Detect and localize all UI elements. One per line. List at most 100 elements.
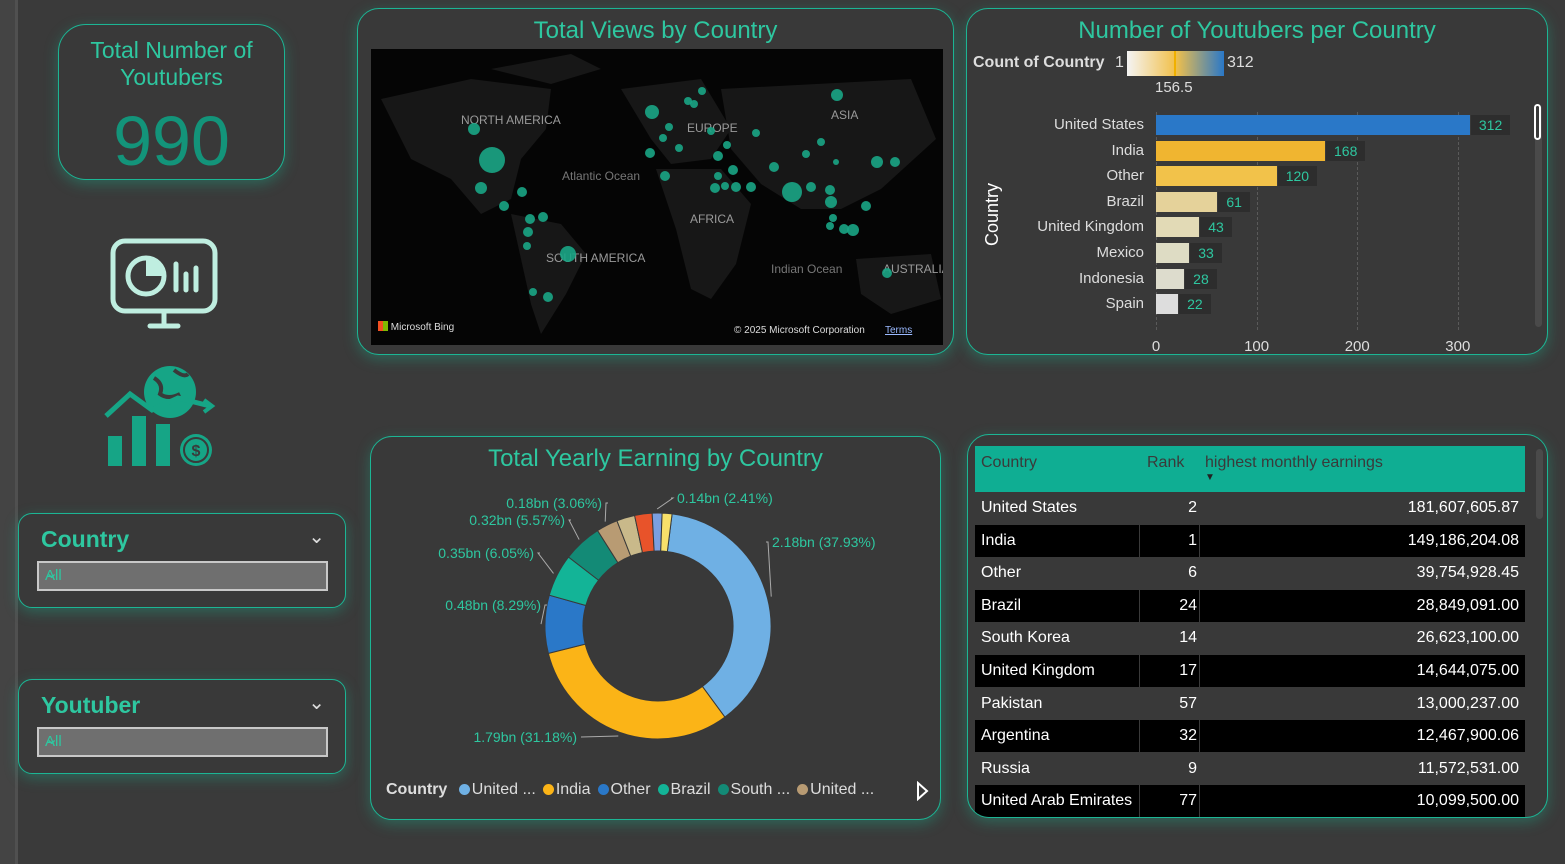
bar-scroll-track[interactable] bbox=[1535, 105, 1542, 327]
map-bubble[interactable] bbox=[517, 187, 527, 197]
map-bubble[interactable] bbox=[523, 242, 531, 250]
table-row[interactable]: Pakistan 57 13,000,237.00 bbox=[975, 688, 1525, 720]
map-terms-link[interactable]: Terms bbox=[885, 325, 913, 336]
bar[interactable] bbox=[1156, 140, 1326, 161]
map-bubble[interactable] bbox=[645, 148, 655, 158]
map-bubble[interactable] bbox=[831, 89, 843, 101]
legend-item[interactable]: Other bbox=[591, 781, 651, 798]
legend-item[interactable]: United ... bbox=[790, 781, 874, 798]
map-bubble[interactable] bbox=[698, 87, 706, 95]
country-slicer[interactable]: Country ⌄ All ⌄ bbox=[18, 513, 346, 608]
table-row[interactable]: South Korea 14 26,623,100.00 bbox=[975, 622, 1525, 654]
donut-slice[interactable] bbox=[660, 512, 673, 553]
sort-desc-icon[interactable]: ▼ bbox=[1205, 472, 1215, 483]
bar[interactable] bbox=[1156, 294, 1179, 315]
map-bubble[interactable] bbox=[707, 127, 715, 135]
map-bubble[interactable] bbox=[882, 268, 892, 278]
map-bubble[interactable] bbox=[721, 182, 729, 190]
map-bubble[interactable] bbox=[829, 214, 837, 222]
map-bubble[interactable] bbox=[523, 227, 533, 237]
table-scroll-thumb[interactable] bbox=[1536, 449, 1543, 519]
map-bubble[interactable] bbox=[499, 201, 509, 211]
bar[interactable] bbox=[1156, 166, 1277, 187]
bar-scroll-thumb[interactable] bbox=[1534, 104, 1541, 140]
map-bubble[interactable] bbox=[817, 138, 825, 146]
map-bubble[interactable] bbox=[890, 157, 900, 167]
map-bubble[interactable] bbox=[802, 150, 810, 158]
map-bubble[interactable] bbox=[710, 183, 720, 193]
map-bubble[interactable] bbox=[479, 147, 505, 173]
col-earnings-header[interactable]: highest monthly earnings bbox=[1205, 454, 1383, 471]
map-bubble[interactable] bbox=[475, 182, 487, 194]
map-bubble[interactable] bbox=[825, 196, 837, 208]
bar[interactable] bbox=[1156, 243, 1190, 263]
bar-chart-card: Number of Youtubers per Country Count of… bbox=[966, 8, 1548, 355]
col-country-header[interactable]: Country bbox=[981, 454, 1038, 471]
map-bubble[interactable] bbox=[665, 123, 673, 131]
map-bubble[interactable] bbox=[659, 134, 667, 142]
map-bubble[interactable] bbox=[752, 129, 760, 137]
map-bubble[interactable] bbox=[645, 105, 659, 119]
donut-chart[interactable]: 2.18bn (37.93%) 1.79bn (31.18%) 0.48bn (8.… bbox=[371, 437, 942, 777]
bar-data-label: 61 bbox=[1218, 191, 1250, 212]
chevron-down-icon[interactable]: ⌄ bbox=[45, 731, 59, 748]
map-bubble[interactable] bbox=[769, 162, 779, 172]
map-bubble[interactable] bbox=[731, 182, 741, 192]
legend-item[interactable]: Brazil bbox=[651, 781, 711, 798]
bar[interactable] bbox=[1156, 115, 1470, 135]
map-bubble[interactable] bbox=[825, 185, 835, 195]
youtuber-slicer[interactable]: Youtuber ⌄ All ⌄ bbox=[18, 679, 346, 774]
map-copyright: © 2025 Microsoft Corporation bbox=[734, 325, 865, 336]
map-bubble[interactable] bbox=[806, 182, 816, 192]
world-map[interactable]: NORTH AMERICA EUROPE ASIA Atlantic Ocean… bbox=[371, 49, 943, 345]
map-bubble[interactable] bbox=[543, 292, 553, 302]
map-bubble[interactable] bbox=[660, 171, 670, 181]
table-row[interactable]: Russia 9 11,572,531.00 bbox=[975, 753, 1525, 785]
map-bubble[interactable] bbox=[728, 165, 738, 175]
map-bubble[interactable] bbox=[468, 123, 480, 135]
legend-next-icon[interactable] bbox=[915, 781, 929, 801]
chevron-down-icon[interactable]: ⌄ bbox=[308, 692, 325, 714]
map-bubble[interactable] bbox=[847, 224, 859, 236]
map-bubble[interactable] bbox=[560, 246, 576, 262]
map-bubble[interactable] bbox=[871, 156, 883, 168]
table-row[interactable]: India 1 149,186,204.08 bbox=[975, 524, 1525, 557]
map-bubble[interactable] bbox=[839, 224, 849, 234]
map-bubble[interactable] bbox=[861, 201, 871, 211]
map-bubble[interactable] bbox=[525, 214, 535, 224]
country-dropdown[interactable]: All ⌄ bbox=[37, 561, 328, 591]
chevron-down-icon[interactable]: ⌄ bbox=[308, 526, 325, 548]
map-bubble[interactable] bbox=[833, 159, 839, 165]
map-bubble[interactable] bbox=[538, 212, 548, 222]
dashboard-monitor-icon bbox=[110, 238, 218, 329]
col-rank-header[interactable]: Rank bbox=[1147, 454, 1185, 471]
bar[interactable] bbox=[1156, 191, 1218, 212]
youtuber-dropdown[interactable]: All ⌄ bbox=[37, 727, 328, 757]
table-row[interactable]: United States 2 181,607,605.87 bbox=[975, 492, 1525, 524]
legend-item[interactable]: United ... bbox=[452, 781, 536, 798]
bar[interactable] bbox=[1156, 268, 1185, 289]
donut-slice[interactable] bbox=[547, 643, 726, 740]
legend-swatch bbox=[797, 784, 809, 795]
map-bubble[interactable] bbox=[713, 151, 723, 161]
donut-slice[interactable] bbox=[666, 513, 772, 718]
bar[interactable] bbox=[1156, 217, 1200, 238]
map-bubble[interactable] bbox=[723, 141, 731, 149]
table-row[interactable]: United Kingdom 17 14,644,075.00 bbox=[975, 655, 1525, 687]
map-bubble[interactable] bbox=[782, 182, 802, 202]
legend-item[interactable]: India bbox=[536, 781, 591, 798]
table-row[interactable]: Other 6 39,754,928.45 bbox=[975, 557, 1525, 589]
donut-legend-items: United ... India Other Brazil South ... Unite… bbox=[452, 781, 874, 798]
table-row[interactable]: Brazil 24 28,849,091.00 bbox=[975, 589, 1525, 622]
table-row[interactable]: Argentina 32 12,467,900.06 bbox=[975, 720, 1525, 753]
map-bubble[interactable] bbox=[826, 222, 834, 230]
chevron-down-icon[interactable]: ⌄ bbox=[45, 565, 59, 582]
table-row[interactable]: United Arab Emirates 77 10,099,500.00 bbox=[975, 785, 1525, 817]
map-bubble[interactable] bbox=[690, 100, 698, 108]
map-bubble[interactable] bbox=[746, 182, 756, 192]
map-bubble[interactable] bbox=[675, 144, 683, 152]
map-bubble[interactable] bbox=[529, 288, 537, 296]
map-bubble[interactable] bbox=[684, 97, 692, 105]
map-bubble[interactable] bbox=[714, 172, 722, 180]
legend-item[interactable]: South ... bbox=[711, 781, 790, 798]
